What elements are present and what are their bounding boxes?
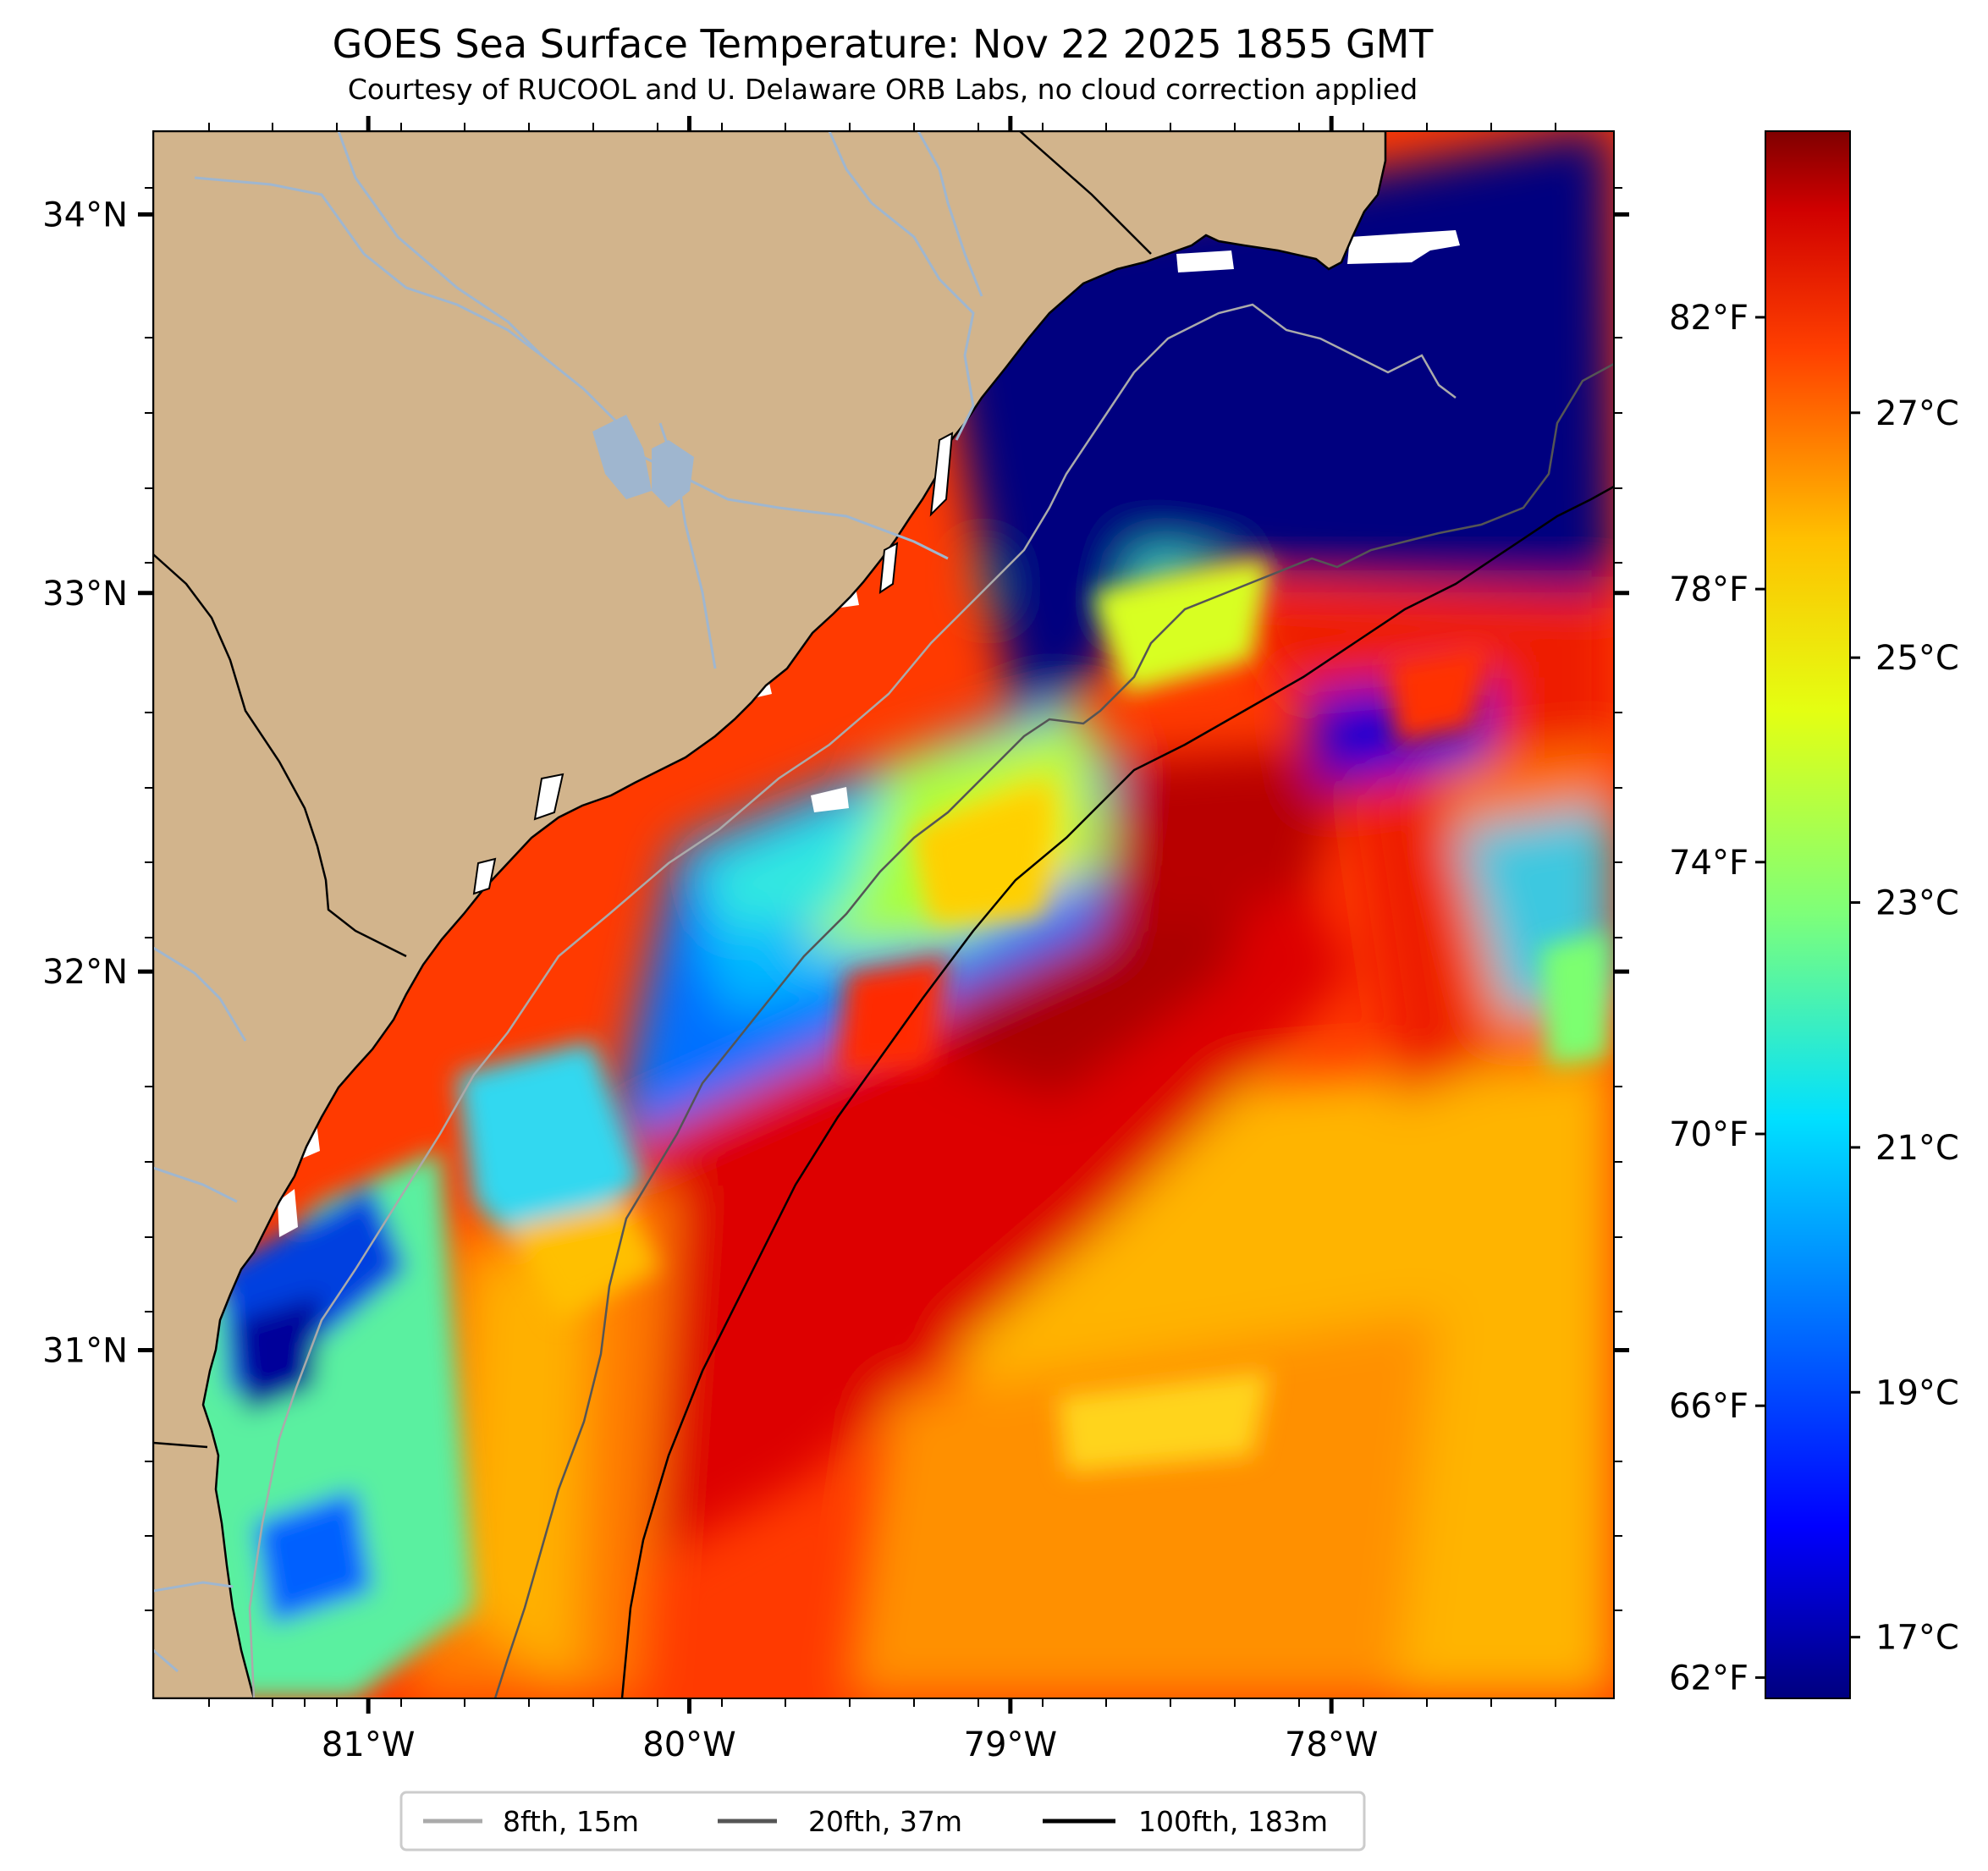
colorbar-celsius-ticks: 17°C 19°C 21°C 23°C 25°C 27°C — [1850, 394, 1959, 1658]
colorbar-c-label: 23°C — [1875, 884, 1959, 923]
coastal-inlets — [472, 432, 954, 895]
legend: 8fth, 15m 20fth, 37m 100fth, 183m — [399, 1791, 1366, 1852]
land — [153, 131, 1387, 1698]
legend-label-8fth: 8fth, 15m — [503, 1805, 639, 1838]
isobath-8fth — [248, 303, 1457, 1698]
sst-detail — [169, 559, 1608, 1698]
colorbar-f-label: 82°F — [1669, 299, 1748, 338]
isobath-20fth — [493, 362, 1614, 1698]
colorbar-c-label: 21°C — [1875, 1129, 1959, 1168]
colorbar-c-label: 17°C — [1875, 1619, 1959, 1658]
chart-title: GOES Sea Surface Temperature: Nov 22 202… — [333, 21, 1435, 67]
lat-tick-label: 34°N — [42, 195, 128, 234]
lon-tick-label: 80°W — [642, 1725, 735, 1764]
lon-tick-label: 79°W — [964, 1725, 1057, 1764]
map-area — [153, 131, 1614, 1698]
rivers — [153, 131, 983, 1673]
legend-label-20fth: 20fth, 37m — [808, 1805, 962, 1838]
isobaths — [248, 303, 1614, 1698]
colorbar-c-label: 25°C — [1875, 639, 1959, 678]
lake-moultrie — [652, 440, 694, 508]
colorbar-c-label: 19°C — [1875, 1373, 1959, 1412]
map-frame — [152, 130, 1615, 1699]
lon-tick-label: 78°W — [1285, 1725, 1378, 1764]
sst-field — [406, 131, 1614, 1698]
isobath-100fth — [620, 485, 1614, 1698]
legend-label-100fth: 100fth, 183m — [1138, 1805, 1328, 1838]
colorbar-f-label: 78°F — [1669, 570, 1748, 609]
colorbar-f-label: 62°F — [1669, 1659, 1748, 1698]
chart-subtitle: Courtesy of RUCOOL and U. Delaware ORB L… — [348, 73, 1418, 106]
colorbar-f-label: 70°F — [1669, 1115, 1748, 1154]
colorbar-fahrenheit-ticks: 62°F 66°F 70°F 74°F 78°F 82°F — [1669, 299, 1765, 1698]
state-boundaries — [153, 131, 1152, 1449]
longitude-ticks: 81°W 80°W 79°W 78°W — [322, 116, 1378, 1764]
lake-marion — [592, 415, 652, 499]
lat-tick-label: 31°N — [42, 1331, 128, 1370]
latitude-ticks: 34°N 33°N 32°N 31°N — [42, 195, 1629, 1370]
lat-tick-label: 32°N — [42, 953, 128, 992]
lon-tick-label: 81°W — [322, 1725, 415, 1764]
colorbar-c-label: 27°C — [1875, 394, 1959, 433]
minor-ticks — [145, 123, 1622, 1707]
colorbar-f-label: 74°F — [1669, 844, 1748, 883]
colorbar-f-label: 66°F — [1669, 1387, 1748, 1426]
lat-tick-label: 33°N — [42, 575, 128, 614]
colorbar — [1765, 130, 1851, 1699]
legend-box — [399, 1791, 1366, 1852]
